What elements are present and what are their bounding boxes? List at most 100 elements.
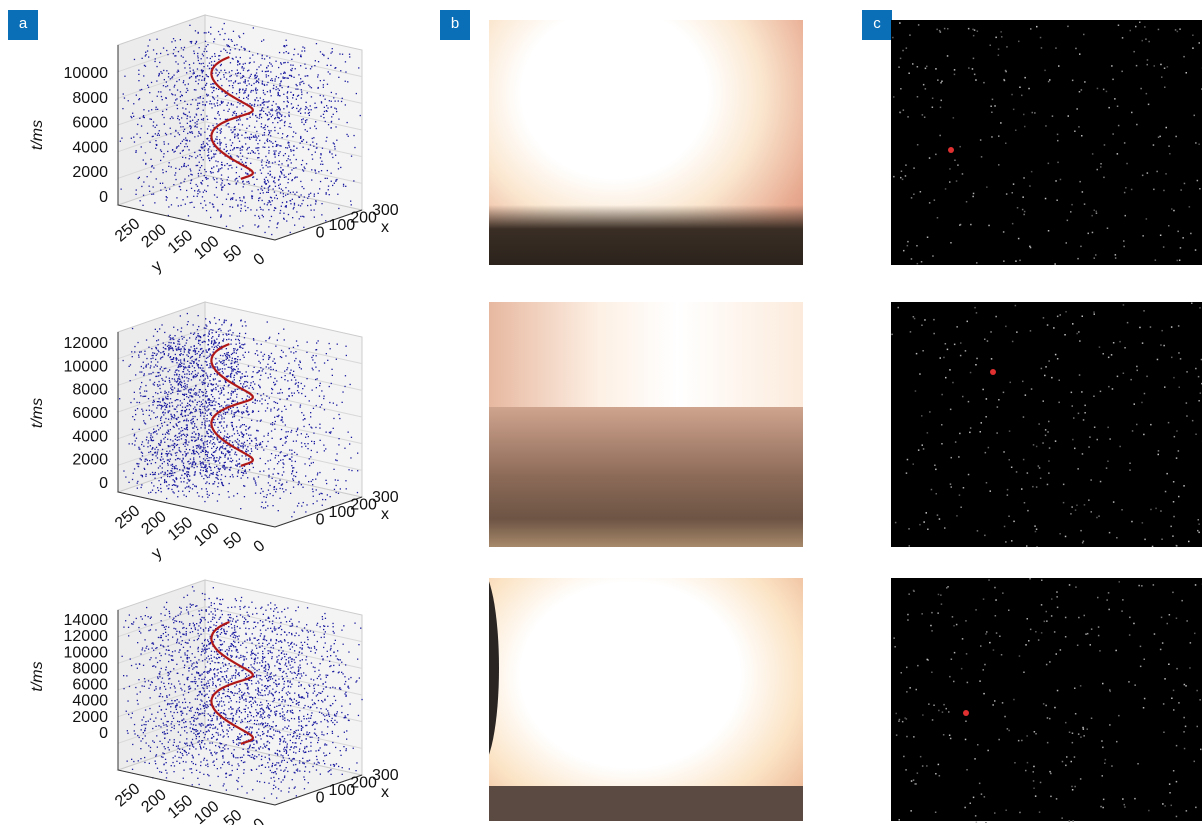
event-point bbox=[274, 604, 275, 605]
event-point bbox=[301, 122, 302, 123]
event-point bbox=[260, 110, 261, 111]
event-point bbox=[215, 389, 216, 390]
event-point bbox=[208, 409, 209, 410]
event-point bbox=[148, 616, 149, 617]
event-point bbox=[251, 104, 252, 105]
event-point bbox=[262, 369, 263, 370]
event-point bbox=[224, 430, 225, 431]
event-point bbox=[331, 153, 332, 154]
event-point bbox=[275, 186, 276, 187]
event-point bbox=[208, 429, 209, 430]
event-point bbox=[197, 55, 198, 56]
event-point bbox=[339, 53, 340, 54]
event-point bbox=[176, 631, 177, 632]
event-point bbox=[331, 101, 332, 102]
event-point bbox=[184, 387, 185, 388]
event-point bbox=[249, 426, 250, 427]
event-point bbox=[184, 67, 185, 68]
event-point bbox=[240, 150, 241, 151]
event-point bbox=[229, 184, 230, 185]
event-point bbox=[236, 465, 237, 466]
event-point bbox=[221, 604, 222, 605]
event-point bbox=[338, 444, 339, 445]
event-point bbox=[240, 153, 241, 154]
event-point bbox=[281, 411, 282, 412]
event-point bbox=[326, 194, 327, 195]
event-point bbox=[306, 163, 307, 164]
event-point bbox=[224, 448, 225, 449]
event-point bbox=[194, 350, 195, 351]
event-point bbox=[236, 183, 237, 184]
event-point bbox=[146, 391, 147, 392]
event-point bbox=[259, 471, 260, 472]
event-point bbox=[218, 89, 219, 90]
event-point bbox=[236, 396, 237, 397]
event-point bbox=[156, 433, 157, 434]
event-point bbox=[263, 127, 264, 128]
event-point bbox=[293, 371, 294, 372]
event-point bbox=[272, 122, 273, 123]
event-point bbox=[178, 341, 179, 342]
event-point bbox=[175, 453, 176, 454]
event-point bbox=[137, 703, 138, 704]
event-point bbox=[174, 136, 175, 137]
event-point bbox=[218, 74, 219, 75]
event-point bbox=[311, 96, 312, 97]
z-tick-label: 8000 bbox=[72, 382, 108, 399]
event-point bbox=[153, 167, 154, 168]
event-point bbox=[329, 152, 330, 153]
event-point bbox=[157, 405, 158, 406]
event-point bbox=[221, 474, 222, 475]
event-point bbox=[270, 376, 271, 377]
event-point bbox=[217, 128, 218, 129]
event-point bbox=[188, 380, 189, 381]
event-point bbox=[219, 34, 220, 35]
event-point bbox=[328, 186, 329, 187]
event-point bbox=[229, 72, 230, 73]
event-point bbox=[199, 336, 200, 337]
event-point bbox=[187, 655, 188, 656]
event-point bbox=[221, 415, 222, 416]
event-point bbox=[158, 133, 159, 134]
event-point bbox=[176, 406, 177, 407]
event-point bbox=[170, 429, 171, 430]
event-point bbox=[194, 367, 195, 368]
event-point bbox=[225, 664, 226, 665]
event-point bbox=[221, 85, 222, 86]
event-point bbox=[233, 429, 234, 430]
event-point bbox=[188, 321, 189, 322]
event-point bbox=[157, 361, 158, 362]
event-point bbox=[230, 150, 231, 151]
event-point bbox=[291, 430, 292, 431]
event-point bbox=[254, 654, 255, 655]
event-point bbox=[205, 425, 206, 426]
event-point bbox=[153, 400, 154, 401]
event-point bbox=[186, 88, 187, 89]
event-point bbox=[214, 118, 215, 119]
event-point bbox=[273, 474, 274, 475]
event-point bbox=[192, 464, 193, 465]
event-point bbox=[200, 96, 201, 97]
event-point bbox=[157, 331, 158, 332]
event-point bbox=[174, 374, 175, 375]
event-point bbox=[292, 467, 293, 468]
event-point bbox=[213, 401, 214, 402]
event-point bbox=[231, 413, 232, 414]
event-point bbox=[286, 77, 287, 78]
event-point bbox=[208, 148, 209, 149]
event-point bbox=[205, 483, 206, 484]
event-point bbox=[256, 80, 257, 81]
event-point bbox=[144, 762, 145, 763]
event-point bbox=[194, 485, 195, 486]
event-point bbox=[281, 64, 282, 65]
event-point bbox=[275, 455, 276, 456]
event-point bbox=[229, 356, 230, 357]
event-point bbox=[228, 450, 229, 451]
event-point bbox=[275, 162, 276, 163]
event-point bbox=[274, 182, 275, 183]
event-point bbox=[155, 109, 156, 110]
event-point bbox=[239, 466, 240, 467]
event-point bbox=[314, 103, 315, 104]
event-point bbox=[220, 168, 221, 169]
event-point bbox=[265, 502, 266, 503]
